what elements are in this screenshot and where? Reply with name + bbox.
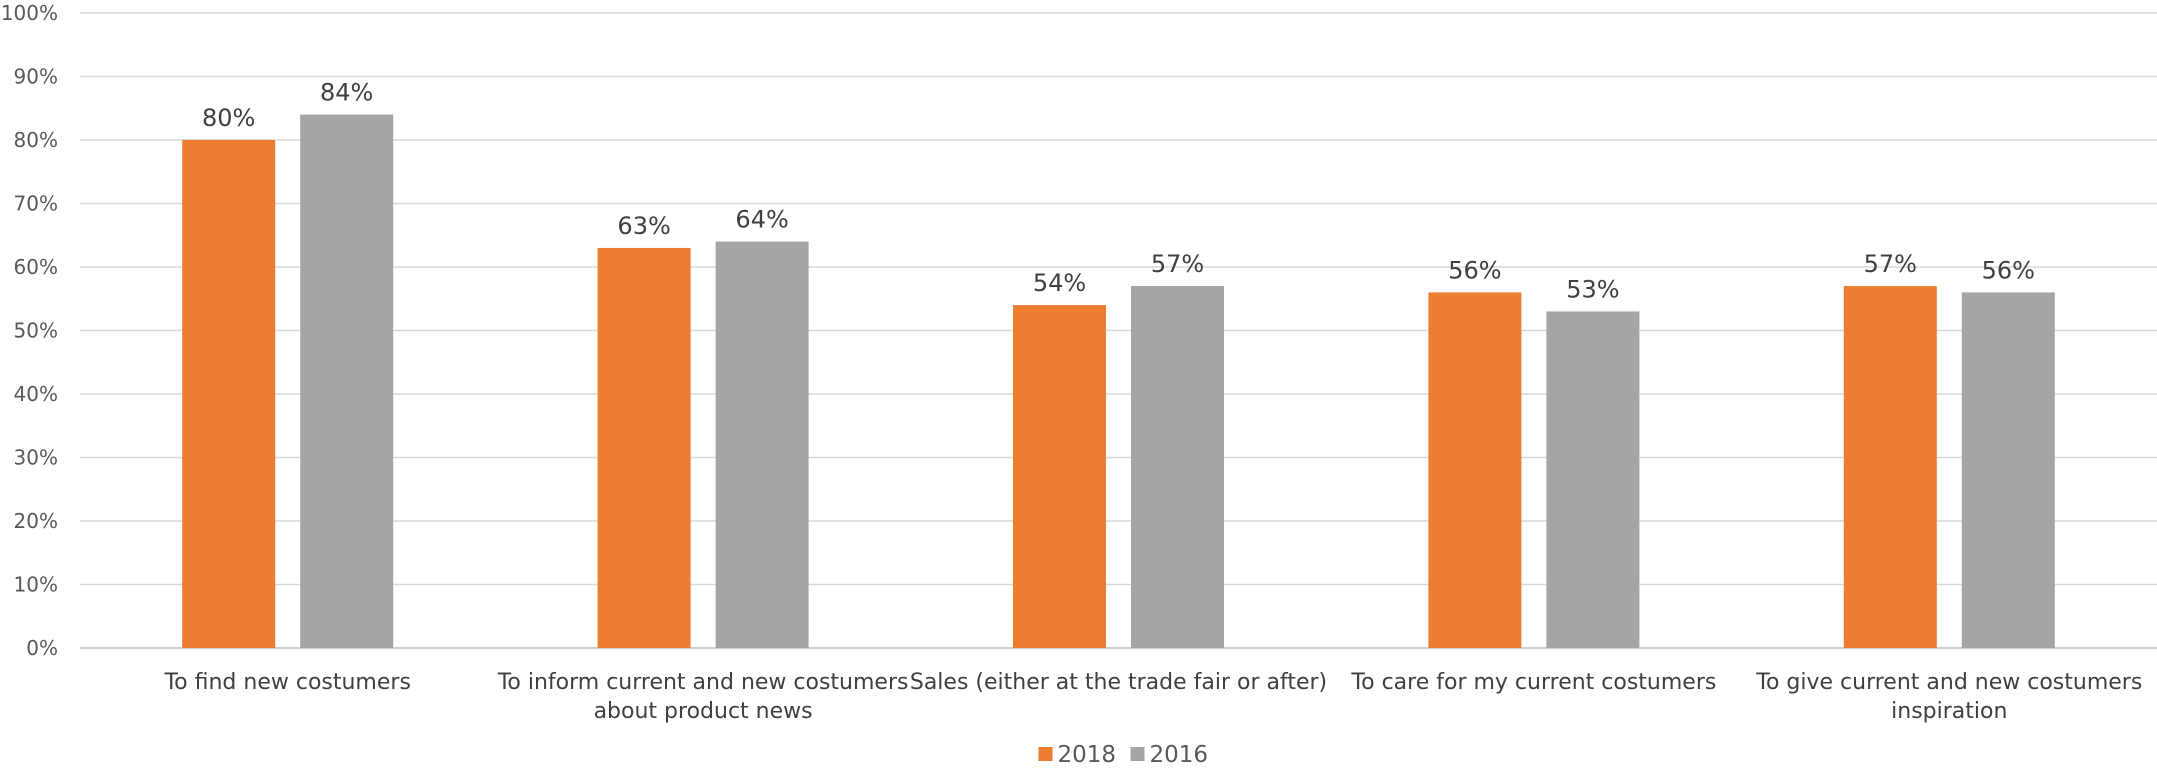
x-tick-label-line: To care for my current costumers xyxy=(1350,670,1716,695)
data-label: 80% xyxy=(202,104,255,132)
x-tick-label-line: Sales (either at the trade fair or after… xyxy=(910,670,1327,695)
bar-2018 xyxy=(1013,305,1106,648)
y-tick-label: 10% xyxy=(14,573,58,597)
legend-label: 2016 xyxy=(1150,742,1209,768)
bar-2018 xyxy=(182,140,276,648)
y-tick-label: 30% xyxy=(14,446,58,470)
data-label: 84% xyxy=(320,79,373,107)
bar-2016 xyxy=(1961,292,2055,648)
legend-swatch-2016 xyxy=(1130,747,1145,761)
y-tick-label: 20% xyxy=(14,509,58,533)
x-tick-label-line: To give current and new costumers xyxy=(1755,670,2142,695)
x-tick-label-line: To find new costumers xyxy=(163,670,410,695)
bar-2016 xyxy=(715,241,809,648)
legend-label: 2018 xyxy=(1058,742,1117,768)
bar-2016 xyxy=(300,114,394,649)
bar-2016 xyxy=(1131,286,1224,648)
data-label: 54% xyxy=(1033,269,1086,297)
data-label: 57% xyxy=(1864,250,1917,278)
bar-2018 xyxy=(1428,292,1522,648)
data-label: 64% xyxy=(735,206,788,234)
y-tick-label: 70% xyxy=(14,192,58,216)
data-label: 56% xyxy=(1448,256,1501,284)
y-tick-label: 100% xyxy=(1,1,58,25)
data-label: 63% xyxy=(617,212,670,240)
y-tick-label: 80% xyxy=(14,128,58,152)
bar-2018 xyxy=(597,247,691,648)
x-tick-label-line: about product news xyxy=(594,699,813,724)
x-tick-label: To give current and new costumers inspira… xyxy=(1755,670,2142,724)
x-tick-label: Sales (either at the trade fair or after… xyxy=(910,670,1327,695)
y-tick-label: 50% xyxy=(14,319,58,343)
bar-2018 xyxy=(1843,286,1937,648)
bar-2016 xyxy=(1546,311,1640,648)
data-label: 57% xyxy=(1151,250,1204,278)
y-tick-label: 40% xyxy=(14,382,58,406)
x-tick-label: To inform current and new costumers about… xyxy=(497,670,909,724)
x-tick-label: To find new costumers xyxy=(163,670,410,695)
y-tick-label: 90% xyxy=(14,65,58,89)
y-tick-label: 0% xyxy=(26,636,58,660)
legend-swatch-2018 xyxy=(1038,747,1053,761)
x-tick-label-line: To inform current and new costumers xyxy=(497,670,909,695)
y-tick-label: 60% xyxy=(14,255,58,279)
x-tick-label: To care for my current costumers xyxy=(1350,670,1716,695)
data-label: 53% xyxy=(1566,275,1619,303)
x-tick-label-line: inspiration xyxy=(1891,699,2007,724)
data-label: 56% xyxy=(1982,256,2035,284)
